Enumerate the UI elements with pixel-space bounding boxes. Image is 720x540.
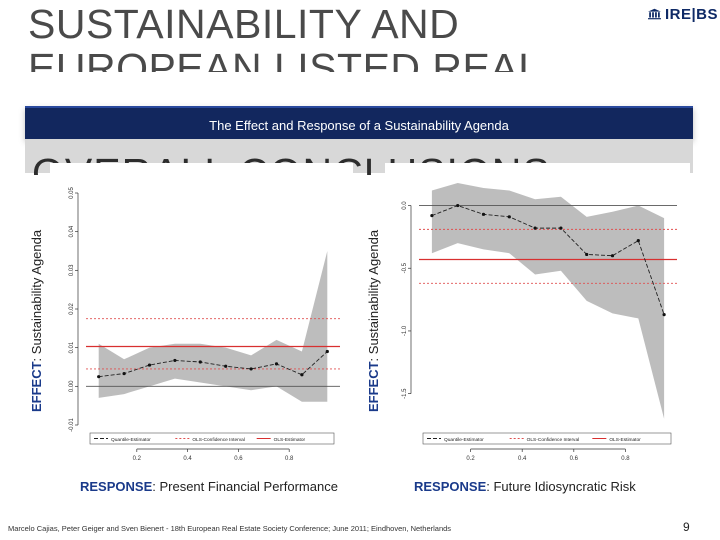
legend-label: Quantile-Estimator — [111, 437, 151, 443]
left-chart: -0.01 0.00 0.01 0.02 0.03 0.04 0.05 0.2 0.4 0.6 0.… — [69, 187, 340, 462]
quantile-point — [325, 349, 329, 354]
effect-rest: : Sustainability Agenda — [29, 229, 44, 362]
x-tick-label: 0.8 — [285, 456, 294, 462]
response-prefix: RESPONSE — [414, 479, 487, 494]
effect-rest: : Sustainability Agenda — [366, 229, 381, 362]
legend-label: OLS-Estimator — [609, 437, 641, 443]
quantile-point — [585, 252, 589, 257]
y-tick-label: 0.03 — [69, 264, 75, 276]
y-tick-label: 0.00 — [69, 380, 75, 392]
quantile-point — [300, 373, 304, 377]
quantile-point — [610, 254, 615, 258]
quantile-point — [173, 358, 177, 363]
x-tick-label: 0.4 — [518, 456, 527, 462]
legend: Quantile-Estimator OLS-Confidence Interva… — [89, 432, 335, 445]
title-line-2: EUROPEAN LISTED REAL — [28, 46, 542, 72]
quantile-point — [198, 360, 202, 364]
x-tick-label: 0.4 — [183, 456, 192, 462]
legend-label: OLS-Estimator — [274, 437, 306, 443]
quantile-point — [456, 203, 460, 208]
quantile-point — [430, 213, 434, 218]
title-line-1: SUSTAINABILITY AND — [28, 1, 460, 47]
legend-label: OLS-Confidence Interval — [192, 437, 245, 443]
effect-prefix: EFFECT — [366, 361, 381, 412]
confidence-band — [431, 182, 665, 419]
right-chart-panel: -1.5 -1.0 -0.5 0.0 0.2 0.4 0.6 0.8 Quantile-Esti… — [385, 163, 690, 473]
quantile-line — [98, 351, 328, 378]
y-tick-label: -0.01 — [69, 418, 75, 432]
footer-citation: Marcelo Cajias, Peter Geiger and Sven Bi… — [8, 524, 452, 533]
y-tick-label: 0.0 — [402, 201, 408, 210]
footer: Marcelo Cajias, Peter Geiger and Sven Bi… — [0, 508, 720, 540]
left-response-rest: : Present Financial Performance — [152, 479, 338, 494]
y-tick-label: 0.02 — [69, 303, 75, 315]
left-chart-panel: -0.01 0.00 0.01 0.02 0.03 0.04 0.05 0.2 0.4 0.6 0.… — [50, 163, 353, 473]
y-tick-label: -0.5 — [402, 262, 408, 273]
quantile-point — [507, 215, 511, 219]
quantile-point — [249, 367, 253, 371]
legend-label: Quantile-Estimator — [444, 437, 484, 443]
x-tick-label: 0.6 — [234, 456, 243, 462]
slide-title: SUSTAINABILITY AND EUROPEAN LISTED REAL — [28, 2, 588, 72]
page-number: 9 — [683, 520, 690, 534]
irebs-logo: IRE|BS — [648, 3, 718, 25]
quantile-point — [274, 362, 279, 366]
section-banner: The Effect and Response of a Sustainabil… — [25, 106, 693, 139]
right-chart: -1.5 -1.0 -0.5 0.0 0.2 0.4 0.6 0.8 Quantile-Esti… — [402, 182, 677, 462]
y-tick-label: -1.0 — [402, 325, 408, 336]
quantile-point — [147, 363, 152, 367]
right-y-axis-label: EFFECT: Sustainability Agenda — [366, 230, 381, 412]
quantile-line — [431, 205, 665, 315]
quantile-point — [122, 371, 126, 376]
legend: Quantile-Estimator OLS-Confidence Interva… — [422, 432, 672, 445]
y-tick-label: 0.01 — [69, 341, 75, 353]
x-tick-label: 0.2 — [466, 456, 475, 462]
x-tick-label: 0.2 — [133, 456, 142, 462]
legend-box — [422, 432, 672, 445]
confidence-band — [98, 251, 328, 402]
right-x-axis-label: RESPONSE: Future Idiosyncratic Risk — [414, 479, 636, 494]
y-tick-label: -1.5 — [402, 388, 408, 399]
x-tick-label: 0.8 — [621, 456, 630, 462]
legend-box — [89, 432, 335, 445]
effect-prefix: EFFECT — [29, 361, 44, 412]
quantile-point — [636, 239, 640, 243]
legend-label: OLS-Confidence Interval — [527, 437, 580, 443]
left-x-axis-label: RESPONSE: Present Financial Performance — [80, 479, 338, 494]
x-tick-label: 0.6 — [570, 456, 579, 462]
right-response-rest: : Future Idiosyncratic Risk — [486, 479, 636, 494]
quantile-point — [224, 364, 228, 368]
response-prefix: RESPONSE — [80, 479, 153, 494]
building-icon — [648, 8, 661, 20]
quantile-point — [559, 226, 563, 230]
quantile-point — [533, 226, 537, 230]
quantile-point — [97, 375, 101, 379]
quantile-point — [662, 313, 666, 317]
quantile-point — [481, 212, 486, 216]
left-y-axis-label: EFFECT: Sustainability Agenda — [29, 230, 44, 412]
y-tick-label: 0.05 — [69, 187, 75, 199]
logo-text: IRE|BS — [664, 5, 718, 23]
y-tick-label: 0.04 — [69, 225, 75, 237]
